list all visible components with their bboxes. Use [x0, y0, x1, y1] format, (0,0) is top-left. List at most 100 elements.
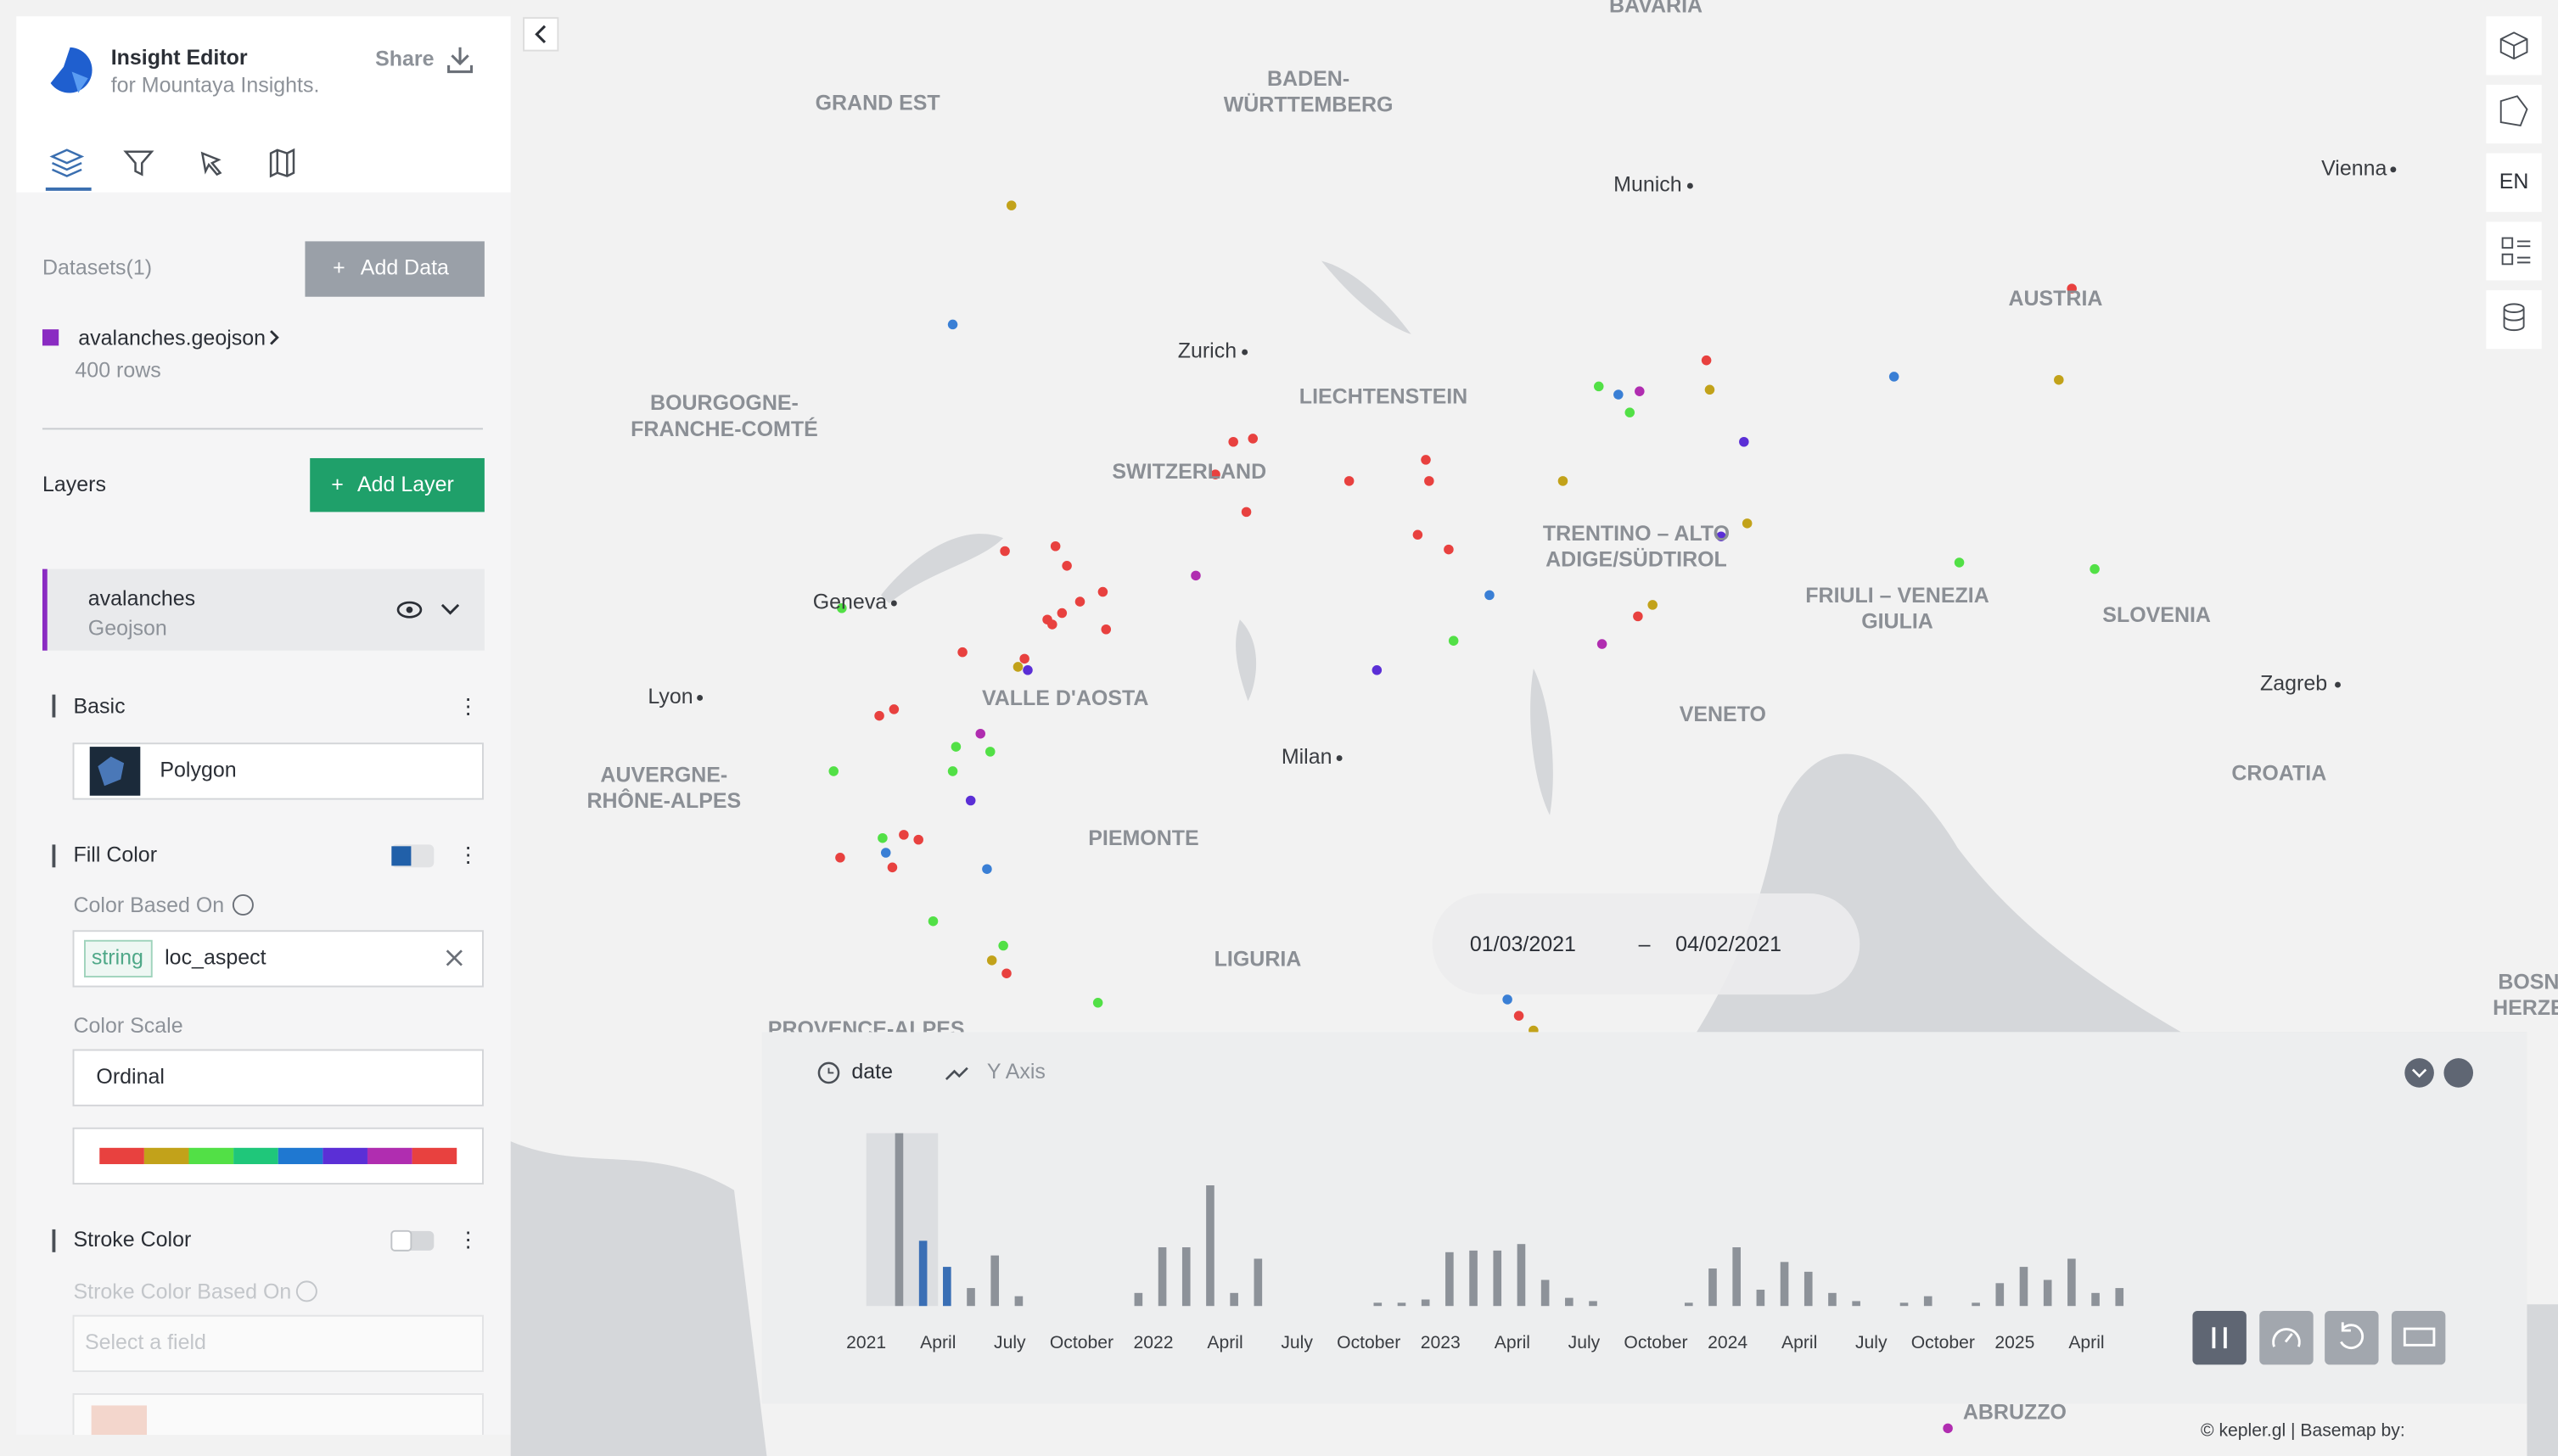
collapse-timeline[interactable]	[2404, 1058, 2434, 1088]
interactions-tab[interactable]	[200, 151, 222, 176]
chevron[interactable]	[270, 330, 279, 345]
layer-name[interactable]: avalanches	[88, 587, 195, 611]
fill-swatch[interactable]	[391, 846, 412, 866]
timeline-settings[interactable]	[2443, 1058, 2474, 1088]
map-point	[1412, 529, 1423, 540]
histogram-bar	[1493, 1250, 1502, 1307]
time-tick-label: October	[1911, 1333, 1975, 1352]
download-icon[interactable]	[447, 47, 474, 74]
field-name: loc_aspect	[165, 946, 266, 970]
window-icon[interactable]	[2403, 1327, 2436, 1347]
collapse-icon[interactable]	[2411, 1068, 2427, 1078]
add-data-label[interactable]: Add Data	[361, 256, 449, 280]
stroke-toggle-knob[interactable]	[390, 1229, 412, 1252]
window-button[interactable]	[2391, 1310, 2446, 1365]
map-point	[1000, 546, 1010, 557]
map-point	[965, 795, 976, 806]
scale-select[interactable]	[72, 1049, 484, 1106]
map-point	[837, 602, 847, 613]
draw-icon[interactable]	[2499, 95, 2528, 127]
map-point	[889, 704, 900, 714]
city-label: Munich	[1613, 173, 1682, 197]
filters-tab[interactable]	[123, 150, 154, 176]
dataset-rows: 400 rows	[75, 359, 160, 383]
pause-button[interactable]	[2192, 1310, 2247, 1365]
basemap-tab[interactable]	[269, 148, 295, 178]
language-button[interactable]	[2486, 153, 2542, 212]
3d-icon[interactable]	[2499, 31, 2528, 60]
stroke-field-select[interactable]	[72, 1314, 484, 1373]
histogram-bar	[1565, 1297, 1574, 1307]
clear-field[interactable]	[446, 949, 463, 966]
map-point	[887, 862, 898, 873]
palette-swatch	[99, 1147, 144, 1165]
layers-tab[interactable]	[49, 148, 85, 177]
map-point	[1210, 469, 1220, 479]
draw-button[interactable]	[2486, 84, 2542, 144]
region-label: BOURGOGNE-	[650, 391, 799, 415]
region-label: PIEMONTE	[1088, 826, 1198, 850]
time-tick-label: 2021	[846, 1333, 886, 1352]
add-layer-button[interactable]	[310, 457, 485, 512]
map-point	[899, 830, 909, 840]
map-point	[1635, 386, 1645, 396]
time-tick-label: 2024	[1708, 1333, 1747, 1352]
region-label: AUSTRIA	[2008, 287, 2102, 311]
stroke-placeholder: Select a field	[85, 1330, 206, 1354]
map-point	[1484, 590, 1495, 601]
legend-icon[interactable]	[2501, 237, 2531, 266]
sea	[510, 1141, 767, 1456]
menu-dots[interactable]: ⋮	[457, 695, 479, 719]
legend-button[interactable]	[2486, 221, 2542, 281]
time-field[interactable]: date	[851, 1060, 893, 1084]
data-icon[interactable]	[2503, 303, 2525, 332]
add-data-button[interactable]	[305, 241, 485, 297]
histogram-bar	[2115, 1288, 2124, 1307]
map-point	[1444, 544, 1454, 555]
y-axis-select[interactable]: Y Axis	[987, 1060, 1046, 1084]
histogram-bar	[1397, 1302, 1406, 1307]
add-layer-label[interactable]: Add Layer	[357, 473, 454, 496]
region-label: BOSN	[2498, 970, 2558, 994]
histogram-bar	[1923, 1296, 1933, 1307]
histogram-bar	[943, 1267, 951, 1307]
collapse-icon[interactable]	[535, 25, 547, 44]
menu-dots[interactable]: ⋮	[457, 1228, 479, 1252]
dataset-name[interactable]: avalanches.geojson	[78, 326, 266, 350]
language[interactable]: EN	[2499, 170, 2529, 193]
info-icon[interactable]	[232, 894, 254, 916]
histogram-bar	[2019, 1267, 2028, 1307]
layer-color-bar	[42, 568, 48, 651]
speed-icon[interactable]	[2272, 1328, 2301, 1347]
map-point	[951, 742, 962, 752]
map-point	[1101, 624, 1112, 635]
menu-dots[interactable]: ⋮	[457, 843, 479, 866]
palette-swatch	[278, 1147, 323, 1165]
pause-icon[interactable]	[2212, 1327, 2227, 1349]
map-point	[1421, 455, 1431, 465]
time-tick-label: October	[1624, 1333, 1687, 1352]
region-label: GRAND EST	[816, 92, 940, 115]
region-label: CROATIA	[2231, 761, 2326, 785]
collapse-sidebar[interactable]	[523, 17, 559, 52]
histogram-bar	[1469, 1250, 1478, 1307]
time-tick-label: July	[1281, 1333, 1313, 1352]
layer-type-select[interactable]	[72, 742, 484, 800]
histogram-bar	[990, 1255, 1000, 1307]
reset-icon[interactable]	[2340, 1322, 2364, 1350]
map-point	[1006, 200, 1017, 210]
visibility-toggle[interactable]	[406, 606, 413, 613]
sidebar-header	[16, 16, 511, 193]
time-tick-label: April	[920, 1333, 956, 1352]
map-point	[1954, 557, 1965, 568]
share-button[interactable]: Share	[375, 48, 435, 71]
speed-button[interactable]	[2259, 1310, 2314, 1365]
visibility-toggle[interactable]	[396, 601, 423, 619]
map-point	[1074, 596, 1085, 607]
layer-type-value: Polygon	[160, 759, 236, 782]
map-point	[1019, 653, 1029, 664]
map-point	[985, 747, 996, 757]
expand-layer[interactable]	[440, 603, 460, 615]
reset-button[interactable]	[2325, 1310, 2379, 1365]
fill-color-title: Fill Color	[73, 843, 157, 866]
